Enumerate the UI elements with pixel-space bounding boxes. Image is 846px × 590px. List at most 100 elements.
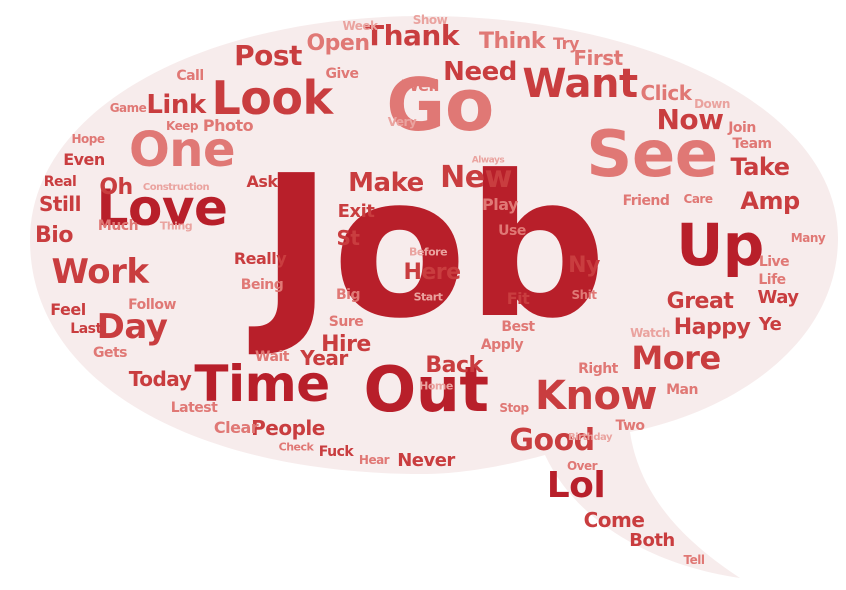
- word-week: Week: [342, 19, 378, 33]
- word-try: Try: [553, 34, 579, 53]
- word-check: Check: [278, 440, 314, 454]
- word-both: Both: [629, 530, 675, 551]
- word-start: Start: [413, 290, 443, 304]
- word-tell: Tell: [683, 553, 705, 567]
- word-day: Day: [96, 307, 168, 347]
- word-real: Real: [43, 174, 77, 190]
- word-hire: Hire: [321, 332, 371, 357]
- word-play: Play: [482, 195, 518, 214]
- word-think: Think: [478, 29, 546, 54]
- word-ask: Ask: [246, 172, 278, 191]
- word-know: Know: [535, 373, 657, 419]
- word-thing: Thing: [159, 219, 193, 233]
- word-open: Open: [306, 31, 370, 56]
- word-right: Right: [578, 361, 618, 377]
- word-new: New: [440, 160, 512, 195]
- word-wait: Wait: [255, 349, 289, 365]
- word-now: Now: [656, 103, 724, 136]
- word-amp: Amp: [740, 187, 800, 215]
- word-best: Best: [501, 319, 535, 335]
- word-much: Much: [97, 218, 139, 234]
- word-here: Here: [403, 260, 461, 285]
- word-link: Link: [146, 90, 206, 120]
- word-last: Last: [70, 321, 102, 337]
- word-construction: Construction: [142, 182, 210, 193]
- word-click: Click: [640, 81, 692, 105]
- word-ye: Ye: [758, 314, 782, 335]
- word-call: Call: [176, 68, 204, 84]
- word-great: Great: [666, 289, 734, 314]
- word-friend: Friend: [622, 193, 670, 209]
- word-watch: Watch: [630, 326, 670, 340]
- word-join: Join: [728, 120, 756, 136]
- word-take: Take: [730, 153, 790, 181]
- word-home: Home: [419, 379, 453, 393]
- word-big: Big: [336, 287, 361, 303]
- word-way: Way: [757, 287, 799, 308]
- word-want: Want: [522, 61, 638, 107]
- word-work: Work: [51, 252, 149, 292]
- word-really: Really: [233, 249, 287, 268]
- word-good: Good: [509, 423, 595, 458]
- word-well: Well: [401, 76, 439, 95]
- word-first: First: [573, 46, 623, 70]
- word-year: Year: [300, 346, 348, 370]
- word-stop: Stop: [499, 401, 529, 415]
- word-life: Life: [758, 272, 786, 288]
- word-never: Never: [397, 450, 455, 471]
- word-use: Use: [498, 223, 526, 239]
- word-keep: Keep: [166, 119, 198, 133]
- word-fit: Fit: [506, 289, 530, 308]
- word-apply: Apply: [480, 337, 524, 353]
- word-bio: Bio: [35, 223, 73, 248]
- word-many: Many: [790, 231, 826, 245]
- word-people: People: [251, 416, 325, 440]
- word-man: Man: [666, 382, 698, 398]
- word-back: Back: [425, 353, 483, 378]
- word-photo: Photo: [202, 116, 254, 135]
- word-follow: Follow: [128, 297, 176, 313]
- word-very: Very: [387, 115, 417, 129]
- word-fuck: Fuck: [318, 444, 354, 460]
- word-always: Always: [471, 155, 505, 166]
- word-ny: Ny: [568, 253, 600, 278]
- word-need: Need: [443, 57, 517, 87]
- word-come: Come: [583, 508, 645, 532]
- word-see: See: [586, 118, 718, 192]
- word-care: Care: [683, 192, 713, 206]
- word-st: St: [336, 226, 360, 250]
- word-job: Job: [259, 134, 607, 362]
- word-hear: Hear: [358, 453, 390, 467]
- word-lol: Lol: [546, 465, 606, 506]
- word-up: Up: [676, 211, 764, 279]
- word-exit: Exit: [337, 201, 375, 222]
- word-even: Even: [63, 150, 105, 169]
- word-before: Before: [408, 245, 448, 259]
- word-time: Time: [194, 355, 330, 413]
- word-game: Game: [109, 101, 147, 115]
- word-live: Live: [758, 254, 790, 270]
- word-feel: Feel: [50, 300, 86, 319]
- word-happy: Happy: [673, 315, 751, 340]
- word-post: Post: [234, 39, 302, 72]
- word-over: Over: [566, 459, 598, 473]
- word-clear: Clear: [213, 418, 259, 437]
- word-two: Two: [615, 418, 645, 434]
- word-latest: Latest: [170, 400, 218, 416]
- word-love: Love: [96, 179, 228, 237]
- word-show: Show: [412, 13, 448, 27]
- word-sure: Sure: [328, 314, 364, 330]
- word-look: Look: [211, 71, 333, 125]
- word-make: Make: [348, 168, 424, 198]
- word-thank: Thank: [365, 19, 459, 52]
- word-birthday: Birthday: [568, 432, 613, 443]
- word-one: One: [128, 122, 236, 178]
- word-team: Team: [732, 136, 772, 152]
- word-oh: Oh: [99, 175, 133, 200]
- word-gets: Gets: [92, 345, 128, 361]
- word-out: Out: [363, 353, 489, 426]
- word-hope: Hope: [71, 132, 105, 146]
- word-more: More: [631, 339, 721, 377]
